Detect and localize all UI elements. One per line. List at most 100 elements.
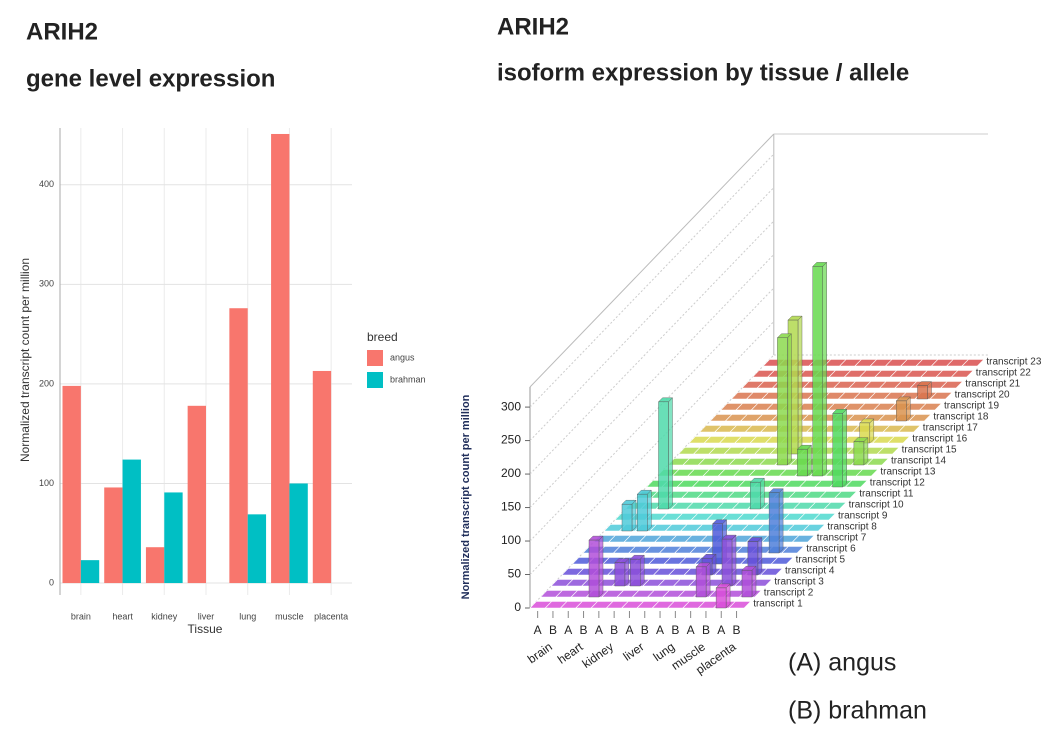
bar-side bbox=[787, 333, 792, 466]
transcript-label: transcript 2 bbox=[764, 588, 814, 599]
transcript-label: transcript 8 bbox=[827, 522, 877, 533]
bar bbox=[917, 385, 928, 400]
floor-tile bbox=[855, 469, 879, 477]
floor-tile bbox=[823, 502, 847, 510]
bar-side bbox=[797, 315, 803, 455]
bar bbox=[145, 547, 165, 584]
transcript-label: transcript 6 bbox=[806, 544, 856, 555]
bar-side bbox=[751, 565, 757, 598]
transcript-label: transcript 7 bbox=[817, 533, 867, 544]
grid-line bbox=[529, 287, 775, 542]
bar-side bbox=[668, 397, 673, 510]
bar bbox=[658, 401, 669, 510]
bar bbox=[812, 266, 823, 477]
bar bbox=[896, 400, 907, 422]
wall-edge bbox=[529, 133, 775, 388]
bar bbox=[750, 482, 761, 510]
grid-line bbox=[529, 220, 775, 475]
bar-side bbox=[705, 562, 711, 598]
transcript-label: transcript 23 bbox=[986, 357, 1041, 368]
legend-title: breed bbox=[367, 330, 398, 344]
bar-side bbox=[863, 437, 869, 466]
column-label: A bbox=[717, 623, 725, 637]
z-tick-label: 100 bbox=[501, 533, 521, 547]
z-tick-label: 300 bbox=[501, 399, 521, 413]
legend-swatch bbox=[367, 350, 383, 366]
bar bbox=[621, 504, 633, 532]
x-tick-label: brain bbox=[71, 611, 91, 621]
floor-tile bbox=[770, 557, 794, 565]
floor-tile bbox=[844, 480, 868, 488]
column-label: B bbox=[610, 623, 618, 637]
bar bbox=[62, 385, 81, 584]
bar bbox=[721, 538, 733, 587]
transcript-label: transcript 20 bbox=[955, 390, 1010, 401]
z-axis-title: Normalized transcript count per million bbox=[460, 394, 472, 599]
bar bbox=[741, 570, 753, 598]
transcript-label: transcript 22 bbox=[976, 368, 1031, 379]
bar bbox=[768, 492, 780, 554]
bar-side bbox=[624, 558, 630, 587]
x-tick-label: kidney bbox=[151, 611, 178, 621]
floor-tile bbox=[865, 458, 890, 466]
column-label: A bbox=[625, 623, 633, 637]
bar-side bbox=[640, 554, 645, 587]
floor-tile bbox=[812, 513, 837, 521]
right-title: ARIH2 bbox=[497, 13, 569, 40]
z-tick-label: 250 bbox=[501, 433, 521, 447]
bar-side bbox=[842, 408, 847, 488]
bar bbox=[289, 483, 308, 584]
y-tick-label: 400 bbox=[39, 179, 54, 189]
floor-tile bbox=[781, 546, 805, 554]
bar-side bbox=[807, 444, 812, 477]
bar bbox=[271, 133, 290, 584]
transcript-label: transcript 15 bbox=[902, 445, 957, 456]
transcript-label: transcript 11 bbox=[859, 489, 914, 500]
bar bbox=[164, 492, 183, 584]
x-tick-label: heart bbox=[112, 611, 133, 621]
column-label: A bbox=[656, 623, 664, 637]
transcript-label: transcript 21 bbox=[965, 379, 1020, 390]
bar-side bbox=[760, 477, 765, 510]
transcript-label: transcript 1 bbox=[753, 599, 803, 610]
y-tick-label: 300 bbox=[39, 279, 54, 289]
floor-tile bbox=[887, 436, 911, 444]
bar bbox=[229, 308, 248, 584]
transcript-label: transcript 16 bbox=[912, 434, 967, 445]
x-tick-label: placenta bbox=[314, 611, 348, 621]
floor-tile bbox=[876, 447, 900, 455]
floor-tile bbox=[791, 535, 815, 543]
floor-tile bbox=[897, 425, 921, 433]
bar-side bbox=[822, 261, 827, 477]
transcript-label: transcript 12 bbox=[870, 478, 925, 489]
bar bbox=[122, 459, 141, 584]
x-axis-title: Tissue bbox=[188, 622, 223, 636]
transcript-label: transcript 4 bbox=[785, 566, 835, 577]
grid-line bbox=[529, 153, 775, 408]
left-subtitle: gene level expression bbox=[26, 65, 275, 92]
column-label: A bbox=[687, 623, 695, 637]
bar bbox=[614, 562, 626, 587]
y-tick-label: 200 bbox=[39, 378, 54, 388]
floor-tile bbox=[802, 524, 826, 532]
z-tick-label: 200 bbox=[501, 466, 521, 480]
y-axis-title: Normalized transcript count per million bbox=[18, 258, 32, 462]
bar bbox=[104, 487, 123, 584]
bar bbox=[630, 559, 641, 587]
transcript-label: transcript 18 bbox=[933, 412, 988, 423]
z-tick-label: 50 bbox=[508, 567, 522, 581]
bar bbox=[832, 413, 843, 488]
y-tick-label: 100 bbox=[39, 478, 54, 488]
note: (A) angus bbox=[788, 649, 896, 677]
bar-side bbox=[598, 535, 604, 598]
left-title: ARIH2 bbox=[26, 18, 98, 45]
y-tick-label: 0 bbox=[49, 577, 54, 587]
floor-tile bbox=[940, 381, 964, 389]
grid-line bbox=[529, 254, 775, 508]
floor-tile bbox=[834, 491, 858, 499]
bar-side bbox=[778, 488, 784, 554]
transcript-label: transcript 17 bbox=[923, 423, 978, 434]
bar-side bbox=[647, 489, 652, 532]
transcript-label: transcript 19 bbox=[944, 401, 999, 412]
